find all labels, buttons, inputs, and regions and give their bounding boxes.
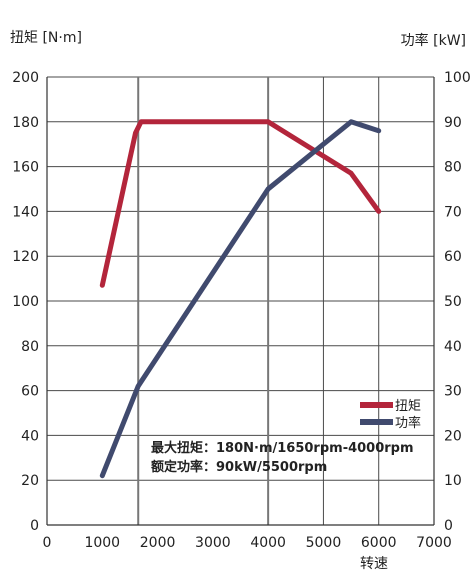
y-right-tick-label: 10 [444, 473, 462, 489]
x-tick-label: 2000 [140, 535, 176, 551]
labels: 扭矩 [N·m] 功率 [kW] 转速 最大扭矩：180N·m/1650rpm-… [10, 30, 466, 572]
y-left-axis-title: 扭矩 [N·m] [10, 30, 82, 46]
y-left-tick-label: 120 [12, 249, 39, 265]
x-axis-title: 转速 [360, 556, 388, 572]
x-tick-label: 3000 [195, 535, 231, 551]
x-tick-label: 6000 [361, 535, 397, 551]
y-right-tick-label: 30 [444, 384, 462, 400]
series [99, 119, 382, 479]
y-right-tick-label: 100 [444, 70, 471, 86]
series-line-power [99, 119, 382, 479]
x-tick-label: 0 [43, 535, 52, 551]
y-left-tick-label: 60 [21, 384, 39, 400]
axes: 0204060801001201401601802000102030405060… [12, 70, 470, 551]
series-line-torque [99, 119, 382, 288]
y-left-tick-label: 160 [12, 160, 39, 176]
legend: 扭矩 功率 [360, 399, 421, 431]
y-right-axis-title: 功率 [kW] [401, 32, 466, 49]
y-left-tick-label: 180 [12, 115, 39, 131]
y-left-tick-label: 100 [12, 294, 39, 310]
y-left-tick-label: 80 [21, 339, 39, 355]
annotation-rated-power: 额定功率：90kW/5500rpm [151, 459, 327, 475]
x-tick-label: 7000 [416, 535, 452, 551]
x-tick-label: 5000 [306, 535, 342, 551]
y-right-tick-label: 80 [444, 160, 462, 176]
annotation-max-torque: 最大扭矩：180N·m/1650rpm-4000rpm [151, 440, 414, 456]
legend-label-power: 功率 [395, 415, 421, 431]
legend-label-torque: 扭矩 [395, 399, 421, 414]
y-left-tick-label: 20 [21, 473, 39, 489]
x-tick-label: 1000 [84, 535, 120, 551]
x-tick-label: 4000 [250, 535, 286, 551]
y-left-tick-label: 140 [12, 204, 39, 220]
y-left-tick-label: 40 [21, 428, 39, 444]
grid [47, 76, 434, 526]
y-right-tick-label: 90 [444, 115, 462, 131]
y-right-tick-label: 40 [444, 339, 462, 355]
y-left-tick-label: 0 [30, 518, 39, 534]
y-right-tick-label: 70 [444, 204, 462, 220]
y-right-tick-label: 20 [444, 428, 462, 444]
y-right-tick-label: 0 [444, 518, 453, 534]
y-left-tick-label: 200 [12, 70, 39, 86]
y-right-tick-label: 50 [444, 294, 462, 310]
y-right-tick-label: 60 [444, 249, 462, 265]
